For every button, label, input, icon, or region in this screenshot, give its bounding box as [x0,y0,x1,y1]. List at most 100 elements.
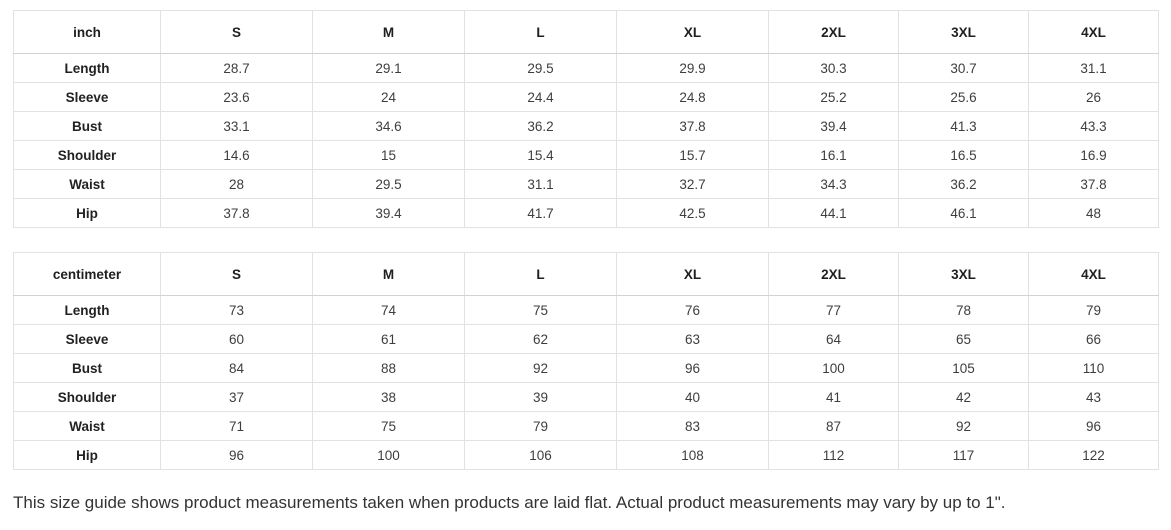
measurement-value-cell: 42.5 [616,198,769,228]
measurement-value-cell: 26 [1028,82,1159,112]
measurement-value-cell: 29.5 [464,53,617,83]
measurement-value-cell: 24 [312,82,465,112]
measurement-value-cell: 46.1 [898,198,1029,228]
measurement-value-cell: 36.2 [898,169,1029,199]
measurement-value-cell: 34.3 [768,169,899,199]
measurement-value-cell: 41 [768,382,899,412]
measurement-value-cell: 79 [464,411,617,441]
measurement-value-cell: 37 [160,382,313,412]
measurement-value-cell: 62 [464,324,617,354]
measurement-value-cell: 30.3 [768,53,899,83]
table-row: Sleeve 60 61 62 63 64 65 66 [13,324,1159,354]
measurement-label-cell: Length [13,295,161,325]
measurement-value-cell: 40 [616,382,769,412]
header-row: inch S M L XL 2XL 3XL 4XL [13,10,1159,54]
measurement-value-cell: 88 [312,353,465,383]
measurement-label-cell: Hip [13,440,161,470]
measurement-value-cell: 44.1 [768,198,899,228]
measurement-value-cell: 92 [898,411,1029,441]
table-row: Sleeve 23.6 24 24.4 24.8 25.2 25.6 26 [13,82,1159,112]
measurement-value-cell: 25.2 [768,82,899,112]
table-row: Shoulder 37 38 39 40 41 42 43 [13,382,1159,412]
measurement-value-cell: 30.7 [898,53,1029,83]
measurement-value-cell: 37.8 [1028,169,1159,199]
measurement-value-cell: 24.8 [616,82,769,112]
measurement-value-cell: 79 [1028,295,1159,325]
size-header-cell: 2XL [768,252,899,296]
measurement-value-cell: 31.1 [1028,53,1159,83]
size-header-cell: L [464,252,617,296]
size-header-cell: M [312,10,465,54]
measurement-label-cell: Sleeve [13,324,161,354]
size-header-cell: 4XL [1028,10,1159,54]
measurement-value-cell: 75 [312,411,465,441]
table-row: Shoulder 14.6 15 15.4 15.7 16.1 16.5 16.9 [13,140,1159,170]
size-header-cell: 3XL [898,10,1029,54]
measurement-value-cell: 15.7 [616,140,769,170]
measurement-value-cell: 31.1 [464,169,617,199]
measurement-label-cell: Bust [13,353,161,383]
measurement-value-cell: 42 [898,382,1029,412]
measurement-value-cell: 96 [160,440,313,470]
measurement-value-cell: 117 [898,440,1029,470]
measurement-label-cell: Length [13,53,161,83]
measurement-value-cell: 34.6 [312,111,465,141]
unit-header-cell: inch [13,10,161,54]
measurement-label-cell: Shoulder [13,140,161,170]
size-header-cell: 3XL [898,252,1029,296]
table-row: Hip 37.8 39.4 41.7 42.5 44.1 46.1 48 [13,198,1159,228]
measurement-label-cell: Shoulder [13,382,161,412]
measurement-value-cell: 33.1 [160,111,313,141]
size-header-cell: S [160,10,313,54]
size-header-cell: S [160,252,313,296]
measurement-value-cell: 25.6 [898,82,1029,112]
measurement-value-cell: 28 [160,169,313,199]
measurement-value-cell: 14.6 [160,140,313,170]
measurement-value-cell: 100 [768,353,899,383]
measurement-value-cell: 96 [1028,411,1159,441]
measurement-value-cell: 61 [312,324,465,354]
measurement-value-cell: 48 [1028,198,1159,228]
size-header-cell: XL [616,252,769,296]
measurement-value-cell: 112 [768,440,899,470]
table-row: Hip 96 100 106 108 112 117 122 [13,440,1159,470]
measurement-value-cell: 96 [616,353,769,383]
measurement-label-cell: Waist [13,411,161,441]
measurement-value-cell: 76 [616,295,769,325]
measurement-value-cell: 16.5 [898,140,1029,170]
size-header-cell: 4XL [1028,252,1159,296]
measurement-value-cell: 23.6 [160,82,313,112]
measurement-value-cell: 39.4 [312,198,465,228]
measurement-value-cell: 66 [1028,324,1159,354]
table-row: Length 73 74 75 76 77 78 79 [13,295,1159,325]
measurement-value-cell: 16.9 [1028,140,1159,170]
measurement-value-cell: 87 [768,411,899,441]
measurement-value-cell: 39 [464,382,617,412]
measurement-value-cell: 16.1 [768,140,899,170]
table-row: Length 28.7 29.1 29.5 29.9 30.3 30.7 31.1 [13,53,1159,83]
size-table-inch: inch S M L XL 2XL 3XL 4XL Length 28.7 29.1 29.5 29.9… [13,10,1159,228]
measurement-value-cell: 15 [312,140,465,170]
table-row: Bust 84 88 92 96 100 105 110 [13,353,1159,383]
size-guide-note: This size guide shows product measuremen… [13,493,1006,512]
measurement-value-cell: 78 [898,295,1029,325]
measurement-value-cell: 71 [160,411,313,441]
measurement-value-cell: 110 [1028,353,1159,383]
measurement-value-cell: 43.3 [1028,111,1159,141]
measurement-value-cell: 75 [464,295,617,325]
measurement-value-cell: 64 [768,324,899,354]
measurement-value-cell: 37.8 [616,111,769,141]
size-table-centimeter: centimeter S M L XL 2XL 3XL 4XL Length 73 74 75 76 77… [13,252,1159,470]
size-header-cell: XL [616,10,769,54]
measurement-value-cell: 43 [1028,382,1159,412]
measurement-value-cell: 73 [160,295,313,325]
measurement-value-cell: 122 [1028,440,1159,470]
table-row: Waist 28 29.5 31.1 32.7 34.3 36.2 37.8 [13,169,1159,199]
measurement-value-cell: 92 [464,353,617,383]
measurement-value-cell: 74 [312,295,465,325]
measurement-value-cell: 77 [768,295,899,325]
measurement-value-cell: 39.4 [768,111,899,141]
measurement-value-cell: 29.1 [312,53,465,83]
measurement-value-cell: 41.7 [464,198,617,228]
